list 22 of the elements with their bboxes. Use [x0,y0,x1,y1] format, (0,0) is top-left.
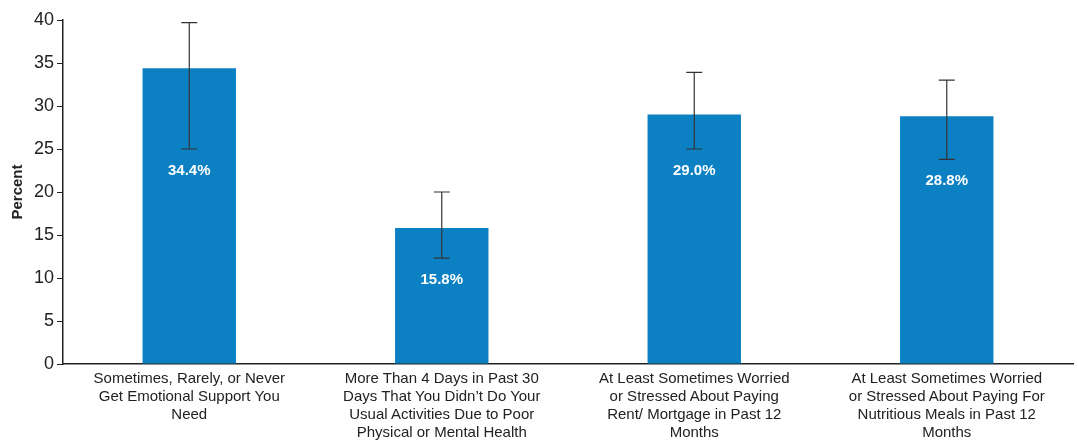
x-tick-label: At Least Sometimes Worried or Stressed About Paying Rent/ Mortgage in Past 12 Months [598,369,790,441]
y-tick-label: 35 [33,51,55,72]
y-tick-label: 40 [33,8,55,29]
x-tick-label: More Than 4 Days in Past 30 Days That You Didn’t Do Your Usual Activities Due to Poor Physical or Mental Health [343,369,541,441]
x-tick-label: Sometimes, Rarely, or Never Get Emotional Support You Need [93,369,285,423]
y-tick-label: 15 [33,223,55,244]
bar [395,228,489,364]
data-label: 28.8% [925,171,969,189]
y-tick-label: 10 [33,266,55,287]
bar [142,68,236,364]
y-axis-title: Percent [8,164,26,220]
bar [647,114,741,364]
y-tick-label: 0 [44,352,55,373]
data-label: 15.8% [420,270,464,288]
x-tick-label: At Least Sometimes Worried or Stressed About Paying For Nutritious Meals in Past 12 Months [848,369,1045,441]
y-tick-label: 30 [33,94,55,115]
y-tick-label: 25 [33,137,55,158]
y-tick-label: 5 [44,309,55,330]
bar [900,116,994,364]
y-tick-label: 20 [33,180,55,201]
data-label: 29.0% [672,161,716,179]
data-label: 34.4% [168,161,211,179]
